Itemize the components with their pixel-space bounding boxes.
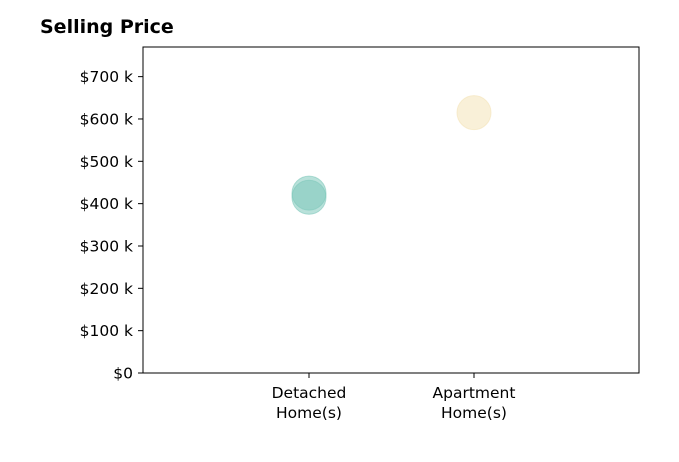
y-tick-label: $200 k [80,280,133,298]
y-tick-label: $300 k [80,237,133,255]
y-tick-label: $100 k [80,322,133,340]
chart-title: Selling Price [40,16,174,38]
y-tick-label: $600 k [80,110,133,128]
x-tick-label: Apartment Home(s) [433,384,516,422]
x-tick-label: Detached Home(s) [272,384,347,422]
y-tick-label: $0 [113,365,133,383]
data-point [291,179,327,215]
y-tick-label: $500 k [80,153,133,171]
data-point [456,95,492,131]
y-tick-label: $400 k [80,195,133,213]
y-tick-label: $700 k [80,68,133,86]
plot-area-frame [142,46,640,374]
